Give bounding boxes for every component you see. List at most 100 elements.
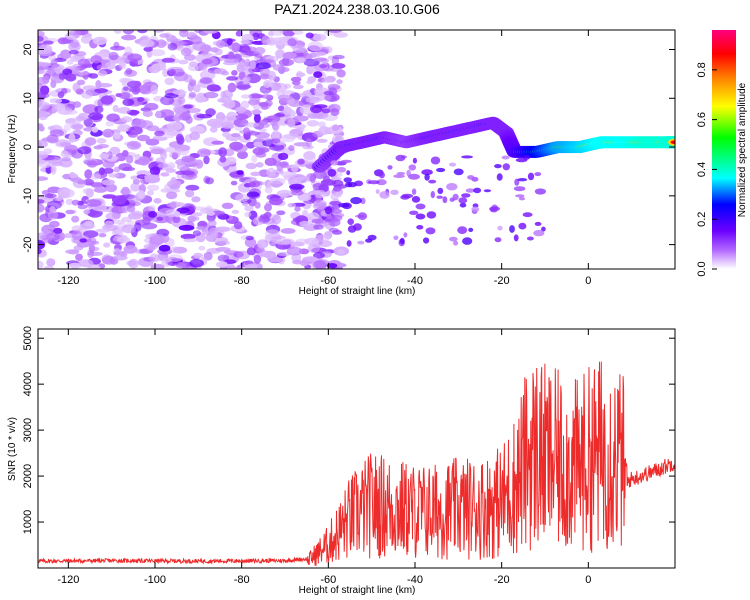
heatmap-noise-cell: [307, 76, 317, 83]
heatmap-noise-cell: [57, 91, 65, 99]
heatmap-scatter-cell: [462, 237, 473, 245]
heatmap-noise-cell: [153, 198, 162, 204]
heatmap-noise-cell: [38, 101, 51, 110]
heatmap-noise-cell: [166, 191, 178, 200]
heatmap-noise-cell: [193, 252, 204, 259]
heatmap-scatter-cell: [522, 212, 533, 218]
heatmap-noise-cell: [237, 150, 248, 160]
heatmap-scatter-cell: [497, 225, 503, 231]
heatmap-noise-cell: [77, 146, 92, 155]
heatmap-scatter-cell: [501, 155, 510, 160]
heatmap-y-tick-label: 20: [22, 43, 34, 55]
heatmap-noise-cell: [256, 239, 267, 249]
heatmap-scatter-cell: [465, 188, 476, 193]
heatmap-scatter-cell: [446, 183, 458, 191]
heatmap-noise-cell: [178, 114, 191, 121]
heatmap-scatter-cell: [401, 193, 414, 199]
heatmap-noise-cell: [223, 60, 237, 66]
heatmap-noise-cell: [121, 116, 133, 123]
heatmap-scatter-cell: [423, 237, 430, 244]
heatmap-noise-cell: [104, 61, 116, 70]
heatmap-noise-cell: [183, 74, 193, 83]
heatmap-noise-cell: [157, 163, 169, 168]
heatmap-scatter-cell: [332, 186, 342, 192]
heatmap-noise-cell: [38, 110, 49, 121]
heatmap-noise-cell: [327, 83, 341, 91]
heatmap-noise-cell: [128, 126, 143, 135]
heatmap-scatter-cell: [502, 163, 510, 171]
heatmap-noise-cell: [131, 85, 141, 95]
heatmap-noise-cell: [313, 57, 328, 62]
heatmap-noise-cell: [282, 30, 293, 35]
heatmap-noise-cell: [313, 252, 325, 259]
heatmap-noise-cell: [321, 108, 331, 114]
heatmap-noise-cell: [248, 93, 264, 99]
heatmap-noise-cell: [250, 171, 261, 177]
heatmap-noise-cell: [59, 142, 72, 147]
heatmap-noise-cell: [77, 79, 86, 86]
heatmap-noise-cell: [137, 30, 148, 34]
heatmap-noise-cell: [118, 59, 125, 69]
heatmap-noise-cell: [252, 147, 266, 155]
heatmap-noise-cell: [205, 108, 216, 117]
heatmap-noise-cell: [38, 30, 45, 37]
heatmap-noise-cell: [141, 222, 158, 230]
heatmap-noise-cell: [103, 242, 111, 248]
heatmap-noise-cell: [309, 51, 317, 59]
heatmap-noise-cell: [323, 90, 334, 96]
heatmap-noise-cell: [38, 203, 45, 213]
heatmap-noise-cell: [288, 145, 295, 151]
heatmap-noise-cell: [254, 47, 266, 55]
heatmap-noise-cell: [143, 243, 159, 250]
heatmap-noise-cell: [136, 97, 145, 102]
heatmap-noise-cell: [205, 205, 213, 213]
heatmap-noise-cell: [290, 76, 302, 83]
heatmap-scatter-cell: [403, 232, 408, 238]
heatmap-noise-cell: [48, 54, 56, 61]
snr-frame: [37, 328, 676, 569]
heatmap-noise-cell: [121, 34, 137, 41]
heatmap-noise-cell: [180, 30, 188, 33]
heatmap-noise-cell: [97, 70, 108, 77]
heatmap-noise-cell: [215, 226, 231, 232]
heatmap-noise-cell: [164, 77, 175, 86]
heatmap-noise-cell: [43, 265, 54, 269]
heatmap-noise-cell: [295, 57, 306, 64]
heatmap-scatter-cell: [518, 197, 526, 201]
heatmap-noise-cell: [150, 84, 159, 95]
heatmap-noise-cell: [313, 224, 324, 230]
heatmap-scatter-cell: [379, 191, 390, 199]
heatmap-y-label: Frequency (Hz): [7, 115, 18, 184]
heatmap-noise-cell: [138, 39, 155, 48]
heatmap-noise-cell: [205, 177, 215, 185]
heatmap-noise-cell: [263, 79, 272, 89]
heatmap-noise-cell: [83, 118, 93, 127]
snr-line-marks: [38, 361, 675, 566]
heatmap-noise-cell: [125, 155, 134, 164]
heatmap-scatter-cell: [396, 171, 406, 176]
heatmap-scatter-cell: [483, 189, 491, 193]
heatmap-scatter-cell: [459, 202, 467, 208]
heatmap-scatter-cell: [326, 213, 332, 220]
heatmap-scatter-cell: [337, 167, 347, 173]
heatmap-noise-cell: [277, 105, 285, 112]
heatmap-noise-cell: [72, 101, 82, 108]
heatmap-noise-cell: [289, 183, 305, 190]
heatmap-noise-cell: [216, 39, 226, 49]
heatmap-noise-cell: [236, 64, 245, 73]
heatmap-noise-cell: [61, 157, 71, 162]
heatmap-noise-cell: [160, 172, 170, 177]
heatmap-scatter-cell: [458, 197, 468, 204]
heatmap-noise-cell: [236, 264, 243, 269]
heatmap-scatter-cell: [338, 203, 350, 208]
heatmap-noise-cell: [200, 44, 212, 53]
heatmap-noise-cell: [181, 155, 195, 163]
heatmap-noise-cell: [293, 84, 304, 90]
heatmap-noise-cell: [259, 213, 269, 220]
heatmap-noise-cell: [41, 75, 50, 84]
heatmap-noise-cell: [113, 30, 122, 34]
heatmap-noise-cell: [82, 85, 97, 91]
heatmap-noise-cell: [110, 219, 125, 224]
heatmap-noise-cell: [147, 184, 160, 191]
heatmap-noise-cell: [209, 231, 219, 238]
